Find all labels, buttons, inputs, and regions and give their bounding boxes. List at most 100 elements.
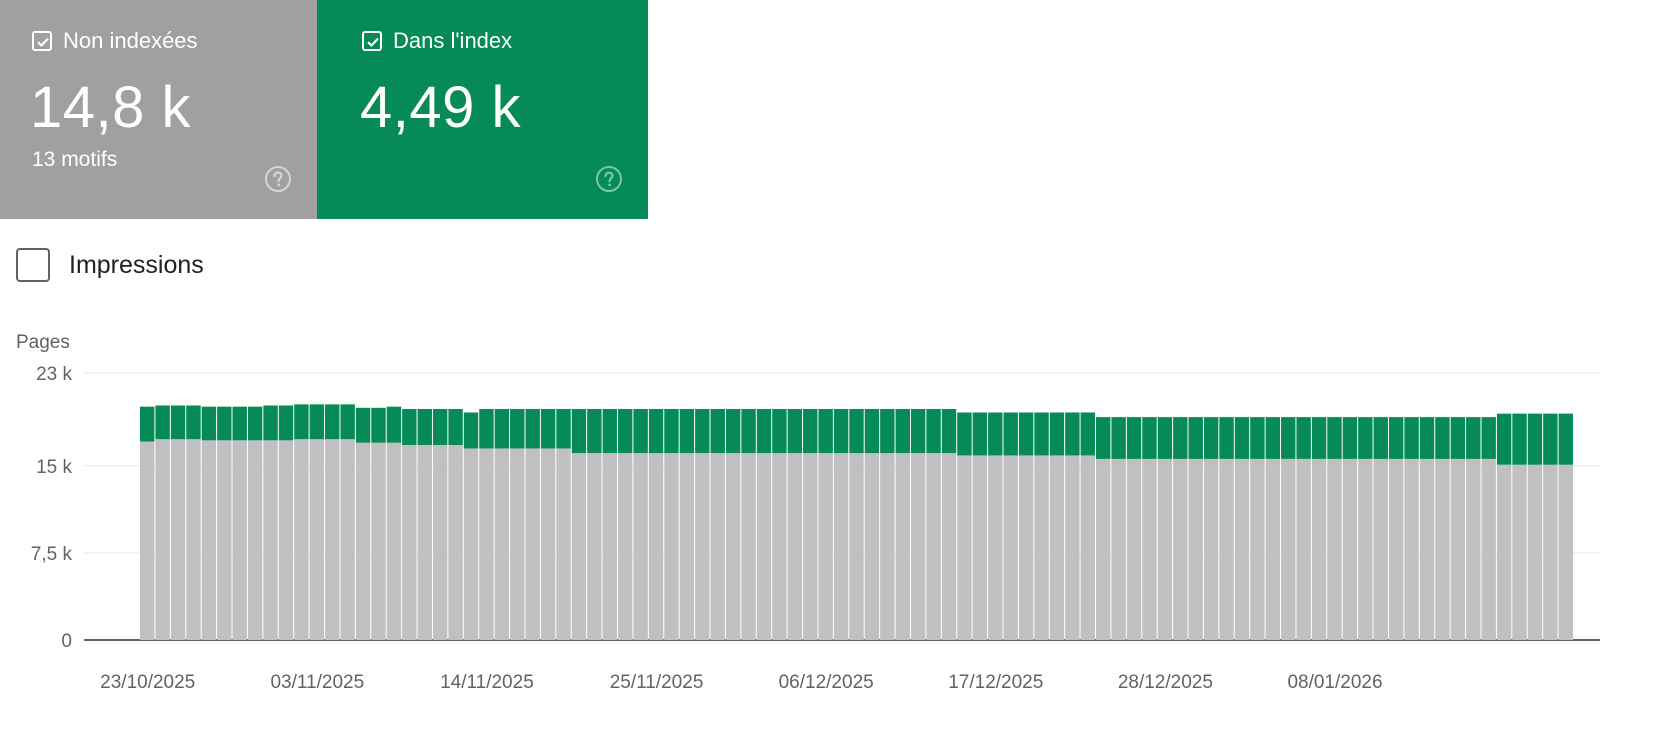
bar-indexed[interactable] [1435, 417, 1450, 459]
bar-not-indexed[interactable] [355, 442, 371, 640]
bar-indexed[interactable] [1049, 412, 1065, 456]
bar-indexed[interactable] [556, 408, 571, 449]
bar-indexed[interactable] [140, 406, 155, 442]
bar-indexed[interactable] [525, 408, 540, 449]
bar-indexed[interactable] [818, 408, 833, 454]
bar-indexed[interactable] [386, 406, 402, 443]
bar-not-indexed[interactable] [1558, 464, 1573, 640]
bar-not-indexed[interactable] [1126, 458, 1142, 640]
bar-indexed[interactable] [787, 408, 803, 454]
bar-not-indexed[interactable] [895, 453, 910, 640]
bar-not-indexed[interactable] [648, 453, 664, 640]
indexed-toggle[interactable]: Dans l'index [362, 28, 512, 54]
bar-indexed[interactable] [1388, 417, 1404, 459]
bar-indexed[interactable] [1234, 417, 1250, 459]
checkbox-checked-icon[interactable] [32, 31, 52, 51]
bar-indexed[interactable] [864, 408, 880, 454]
bar-not-indexed[interactable] [325, 439, 340, 640]
bar-indexed[interactable] [772, 408, 787, 454]
bar-indexed[interactable] [1065, 412, 1080, 456]
bar-not-indexed[interactable] [849, 453, 864, 640]
bar-indexed[interactable] [1481, 417, 1496, 459]
bar-not-indexed[interactable] [725, 453, 741, 640]
bar-not-indexed[interactable] [787, 453, 803, 640]
bar-not-indexed[interactable] [679, 453, 695, 640]
bar-not-indexed[interactable] [1358, 458, 1373, 640]
bar-indexed[interactable] [849, 408, 864, 454]
bar-not-indexed[interactable] [525, 448, 540, 640]
bar-indexed[interactable] [1219, 417, 1234, 459]
bar-indexed[interactable] [1034, 412, 1049, 456]
bar-not-indexed[interactable] [633, 453, 648, 640]
bar-indexed[interactable] [1003, 412, 1018, 456]
bar-not-indexed[interactable] [1065, 455, 1080, 640]
bar-indexed[interactable] [941, 408, 957, 454]
bar-indexed[interactable] [1126, 417, 1142, 459]
bar-indexed[interactable] [1404, 417, 1419, 459]
bar-not-indexed[interactable] [1142, 458, 1157, 640]
bar-not-indexed[interactable] [510, 448, 525, 640]
bar-indexed[interactable] [309, 404, 325, 440]
bar-not-indexed[interactable] [957, 455, 972, 640]
bar-indexed[interactable] [587, 408, 602, 454]
checkbox-checked-icon[interactable] [362, 31, 382, 51]
checkbox-unchecked-icon[interactable] [16, 248, 50, 282]
bar-indexed[interactable] [432, 408, 448, 445]
bar-not-indexed[interactable] [571, 453, 587, 640]
bar-indexed[interactable] [1188, 417, 1203, 459]
bar-not-indexed[interactable] [1481, 458, 1496, 640]
bar-not-indexed[interactable] [587, 453, 602, 640]
bar-indexed[interactable] [294, 404, 309, 440]
bar-not-indexed[interactable] [556, 448, 571, 640]
bar-not-indexed[interactable] [864, 453, 880, 640]
bar-indexed[interactable] [1419, 417, 1435, 459]
bar-not-indexed[interactable] [1203, 458, 1219, 640]
bar-indexed[interactable] [325, 404, 340, 440]
bar-indexed[interactable] [540, 408, 556, 449]
help-circle-icon[interactable] [264, 165, 292, 193]
bar-not-indexed[interactable] [741, 453, 756, 640]
bar-indexed[interactable] [232, 406, 247, 441]
bar-not-indexed[interactable] [232, 440, 247, 640]
bar-indexed[interactable] [186, 405, 201, 440]
bar-not-indexed[interactable] [1173, 458, 1188, 640]
bar-indexed[interactable] [217, 406, 232, 441]
bar-indexed[interactable] [1466, 417, 1481, 459]
bar-not-indexed[interactable] [1512, 464, 1527, 640]
help-circle-icon[interactable] [595, 165, 623, 193]
bar-indexed[interactable] [1527, 413, 1543, 465]
bar-not-indexed[interactable] [756, 453, 772, 640]
bar-not-indexed[interactable] [432, 444, 448, 640]
bar-not-indexed[interactable] [1034, 455, 1049, 640]
bar-indexed[interactable] [371, 407, 386, 443]
bar-not-indexed[interactable] [1234, 458, 1250, 640]
bar-not-indexed[interactable] [1466, 458, 1481, 640]
bar-indexed[interactable] [155, 405, 170, 440]
bar-indexed[interactable] [1512, 413, 1527, 465]
bar-not-indexed[interactable] [1527, 464, 1543, 640]
bar-not-indexed[interactable] [294, 439, 309, 640]
bar-not-indexed[interactable] [1342, 458, 1358, 640]
bar-indexed[interactable] [1558, 413, 1573, 465]
bar-not-indexed[interactable] [818, 453, 833, 640]
bar-indexed[interactable] [695, 408, 710, 454]
bar-not-indexed[interactable] [1080, 455, 1095, 640]
bar-indexed[interactable] [278, 405, 294, 441]
bar-indexed[interactable] [633, 408, 648, 454]
bar-indexed[interactable] [957, 412, 972, 456]
bar-indexed[interactable] [756, 408, 772, 454]
bar-not-indexed[interactable] [1250, 458, 1265, 640]
bar-not-indexed[interactable] [602, 453, 617, 640]
bar-not-indexed[interactable] [463, 448, 479, 640]
bar-indexed[interactable] [355, 407, 371, 443]
bar-not-indexed[interactable] [1404, 458, 1419, 640]
bar-not-indexed[interactable] [664, 453, 679, 640]
bar-indexed[interactable] [1250, 417, 1265, 459]
bar-not-indexed[interactable] [1096, 458, 1111, 640]
bar-not-indexed[interactable] [710, 453, 725, 640]
bar-indexed[interactable] [1358, 417, 1373, 459]
not-indexed-card[interactable]: Non indexées 14,8 k 13 motifs [0, 0, 317, 219]
bar-not-indexed[interactable] [1111, 458, 1126, 640]
bar-indexed[interactable] [741, 408, 756, 454]
bar-indexed[interactable] [494, 408, 510, 449]
